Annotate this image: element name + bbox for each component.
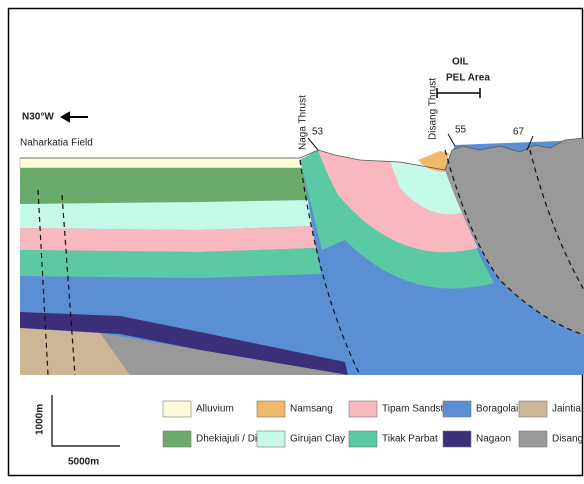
legend-label: Boragolai [476,404,518,415]
scale-horizontal: 5000m [68,457,99,468]
legend-label: Alluvium [196,404,234,415]
disang-block [445,138,584,335]
surface [20,137,584,171]
legend-swatch [442,400,472,418]
legend-label: Disang [552,434,583,445]
legend-swatch [348,400,378,418]
disang-lower [100,333,348,375]
legend-swatch [162,400,192,418]
direction: N30°W [22,112,54,123]
girujan-mid [390,161,465,215]
girujan [20,200,312,230]
legend-label: Jaintia Group [552,404,584,415]
legend-label: Namsang [290,404,333,415]
legend-swatch [162,430,192,448]
legend-label: Dhekiajuli / Dihing [196,434,276,445]
legend-label: Tipam Sandstone [382,404,460,415]
tikak [20,248,321,278]
scale-vertical: 1000m [35,404,46,435]
field-label: Naharkatia Field [20,138,93,149]
disang-label: Disang Thrust [428,78,439,140]
section [19,133,584,376]
pel-label: PEL Area [446,73,490,84]
legend-swatch [348,430,378,448]
dip-label: 67 [513,127,525,138]
legend: Alluvium Namsang Tipam Sandstone Boragolai J… [162,400,584,448]
legend-label: Nagaon [476,434,511,445]
fault [61,194,76,376]
arrow [59,111,88,123]
naga-label: Naga Thrust [298,95,309,150]
naga-fault [299,159,361,376]
fault [529,149,584,291]
dip-label: 55 [455,125,467,136]
legend-swatch [256,400,286,418]
alluvium [19,157,303,169]
fault [37,189,49,376]
legend-swatch [518,400,548,418]
legend-label: Tikak Parbat [382,434,438,445]
nagaon [20,312,348,375]
scale-bar [51,395,120,447]
oil-label: OIL [452,57,469,68]
dip-ticks [307,133,534,151]
legend-label: Girujan Clay [290,434,345,445]
dip-label: 53 [312,127,324,138]
pel-bracket [436,88,481,98]
tipam [20,226,316,252]
legend-swatch [518,430,548,448]
legend-swatch [442,430,472,448]
legend-swatch [256,430,286,448]
dhekiajuli [20,168,308,204]
